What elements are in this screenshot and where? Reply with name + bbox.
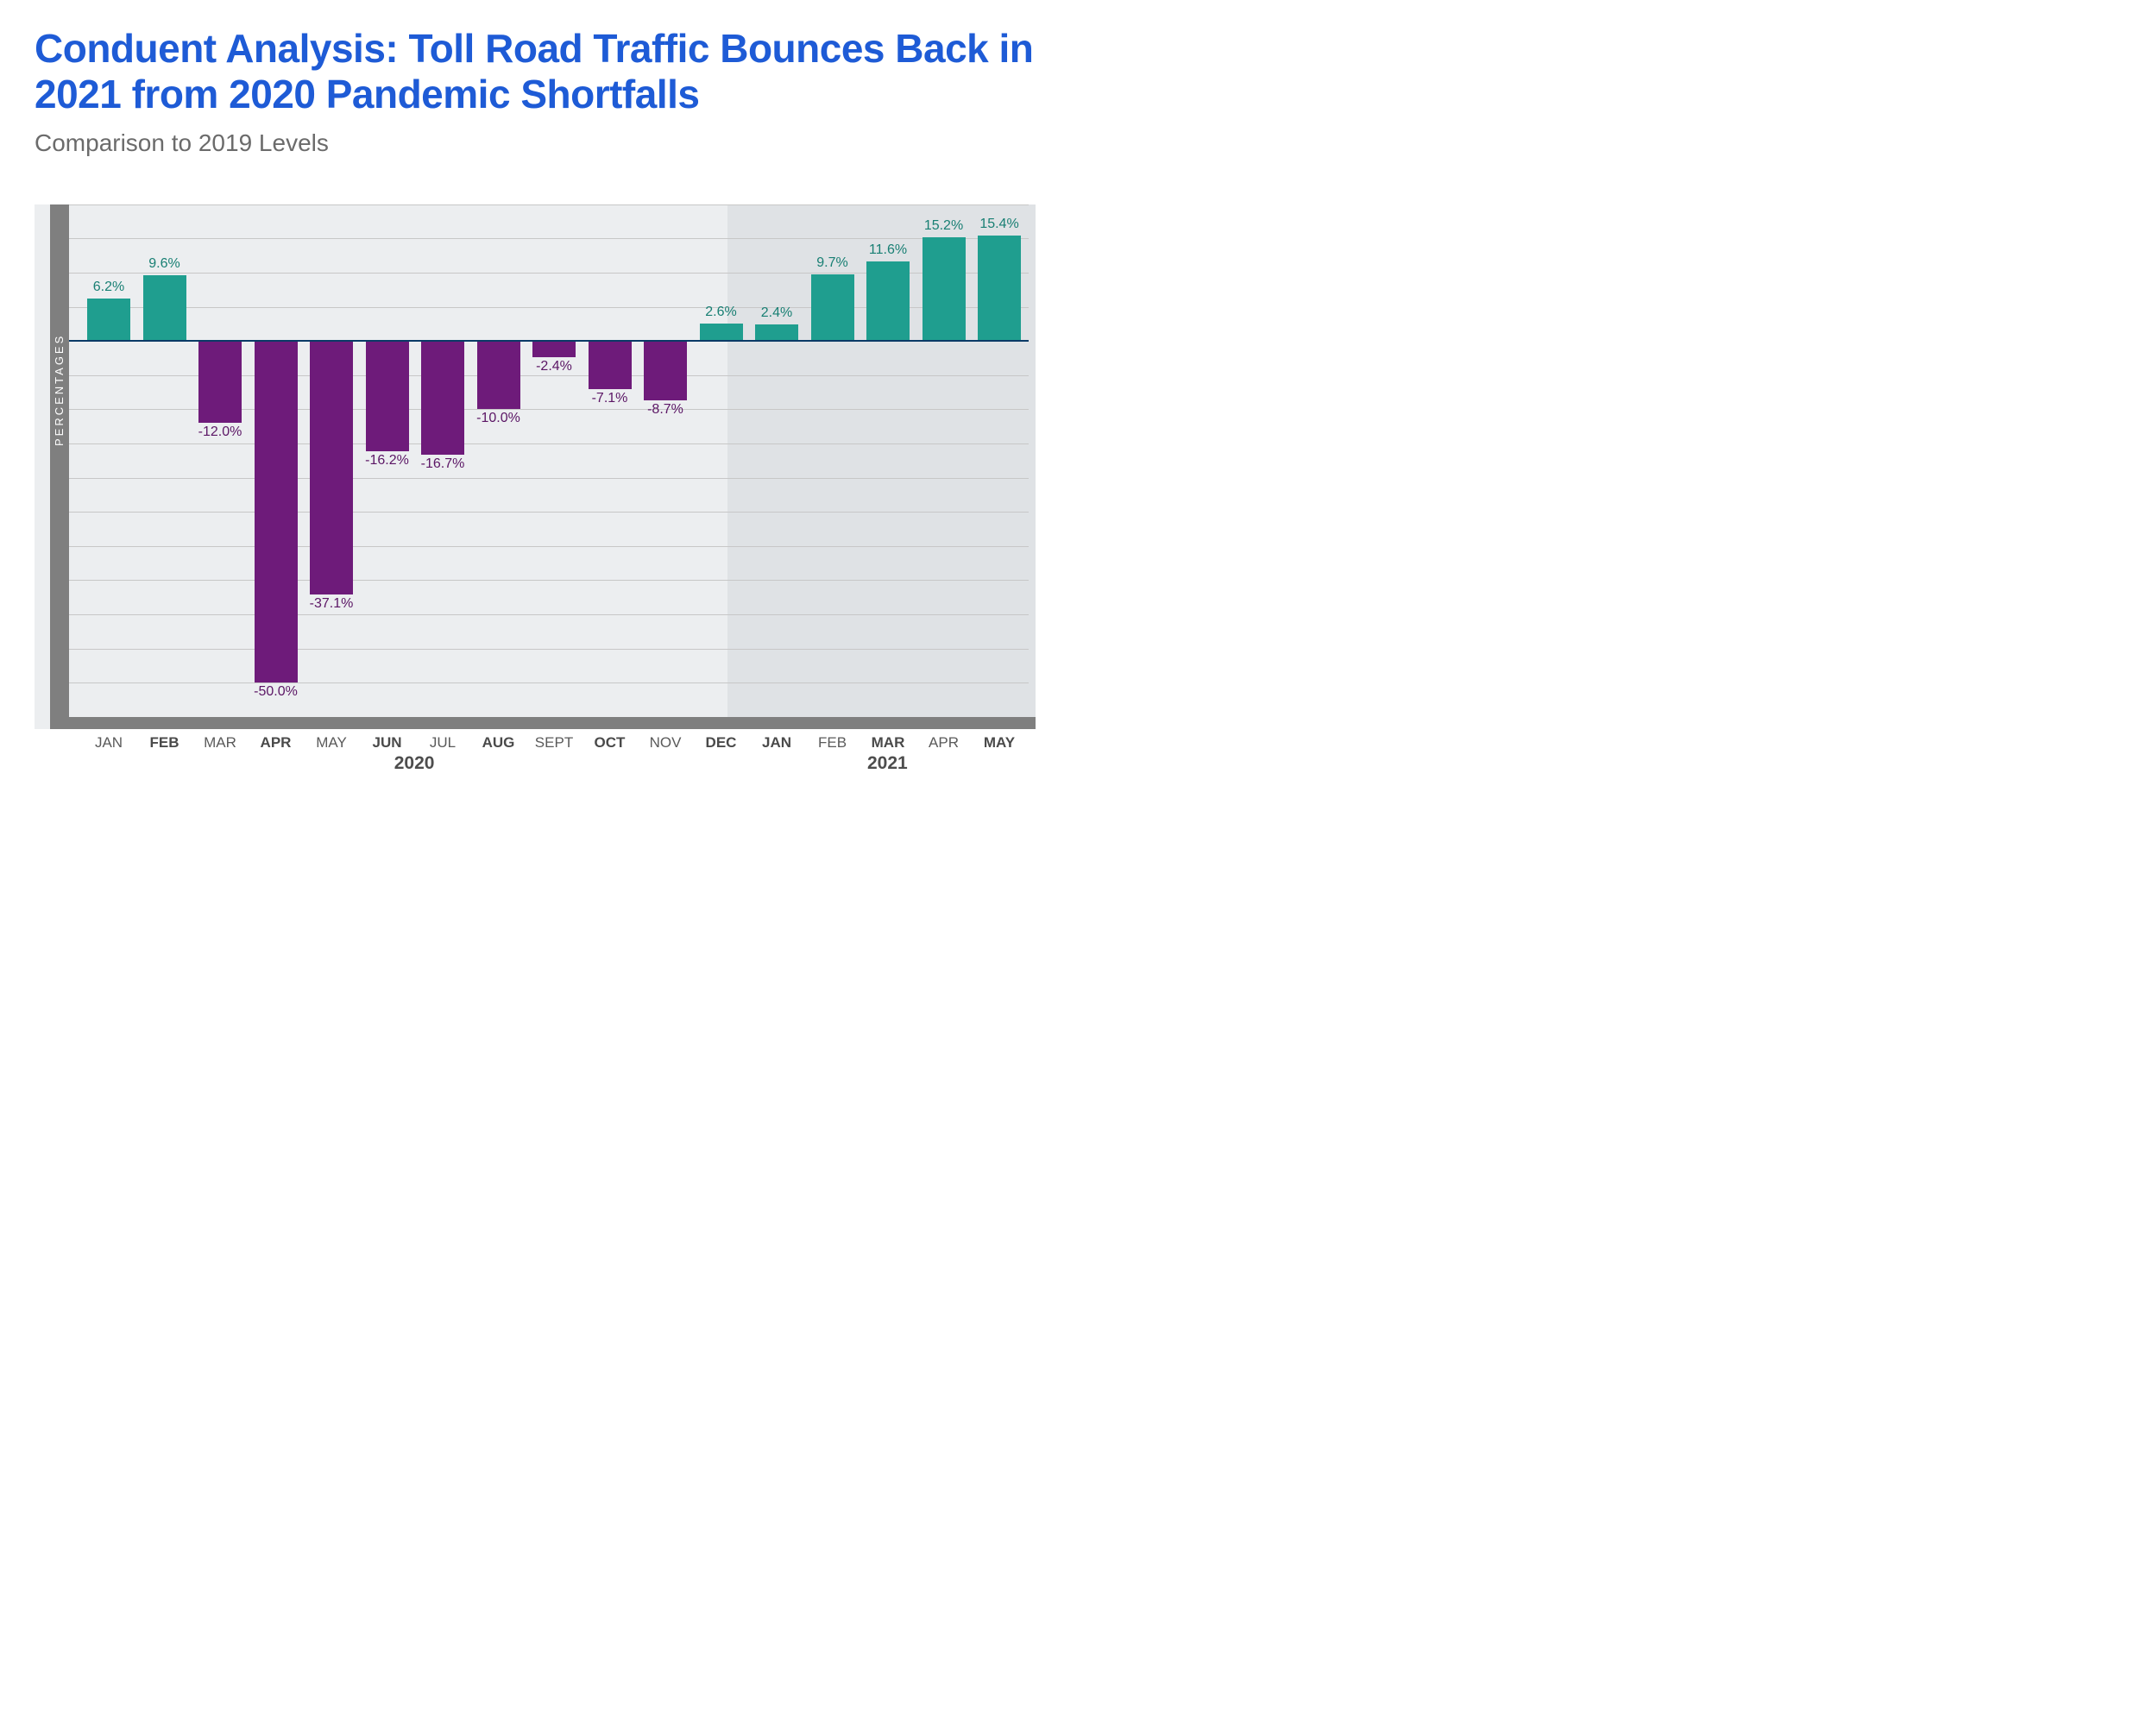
month-label: JAN bbox=[81, 734, 136, 752]
bar-value-label: 2.4% bbox=[742, 305, 811, 321]
bar bbox=[143, 275, 186, 341]
bar-value-label: 11.6% bbox=[853, 242, 923, 258]
bar bbox=[700, 324, 743, 342]
month-label: DEC bbox=[694, 734, 749, 752]
bars-container: 6.2%9.6%-12.0%-50.0%-37.1%-16.2%-16.7%-1… bbox=[82, 204, 1029, 717]
bar bbox=[421, 341, 464, 455]
bar bbox=[198, 341, 242, 423]
zero-baseline bbox=[69, 340, 1029, 342]
chart-title: Conduent Analysis: Toll Road Traffic Bou… bbox=[35, 26, 1036, 117]
bar bbox=[811, 274, 854, 341]
month-label: MAY bbox=[972, 734, 1027, 752]
month-label: JUL bbox=[415, 734, 470, 752]
bar bbox=[644, 341, 687, 400]
y-axis bbox=[50, 204, 69, 729]
month-label: OCT bbox=[582, 734, 638, 752]
month-label: FEB bbox=[805, 734, 860, 752]
month-label: SEPT bbox=[526, 734, 582, 752]
month-label: NOV bbox=[638, 734, 693, 752]
month-label: APR bbox=[916, 734, 972, 752]
bar-value-label: 15.4% bbox=[965, 217, 1034, 232]
month-label: MAY bbox=[304, 734, 359, 752]
bar-value-label: -8.7% bbox=[631, 402, 700, 418]
bar bbox=[866, 261, 910, 341]
month-labels: JANFEBMARAPRMAYJUNJULAUGSEPTOCTNOVDECJAN… bbox=[82, 734, 1029, 769]
bar bbox=[477, 341, 520, 409]
month-label: FEB bbox=[137, 734, 192, 752]
y-axis-label: PERCENTAGES bbox=[53, 334, 66, 446]
x-axis bbox=[50, 717, 1036, 729]
bar-value-label: 9.6% bbox=[130, 256, 199, 272]
chart-area: 6.2%9.6%-12.0%-50.0%-37.1%-16.2%-16.7%-1… bbox=[35, 204, 1036, 765]
bar bbox=[589, 341, 632, 389]
bar bbox=[87, 299, 130, 341]
bar bbox=[366, 341, 409, 451]
month-label: JUN bbox=[360, 734, 415, 752]
chart-page: Conduent Analysis: Toll Road Traffic Bou… bbox=[0, 0, 1070, 800]
bar bbox=[255, 341, 298, 682]
bar-value-label: -16.7% bbox=[408, 456, 477, 472]
bar-value-label: -50.0% bbox=[242, 684, 311, 700]
month-label: MAR bbox=[860, 734, 916, 752]
bar-value-label: -37.1% bbox=[297, 596, 366, 612]
bar bbox=[978, 236, 1021, 341]
year-label: 2021 bbox=[867, 753, 908, 774]
year-label: 2020 bbox=[394, 753, 435, 774]
month-label: MAR bbox=[192, 734, 248, 752]
bar-value-label: -10.0% bbox=[464, 411, 533, 426]
month-label: APR bbox=[249, 734, 304, 752]
bar-value-label: -2.4% bbox=[520, 359, 589, 374]
bar-value-label: 6.2% bbox=[74, 280, 143, 295]
bar bbox=[755, 324, 798, 341]
bar bbox=[310, 341, 353, 594]
month-label: AUG bbox=[471, 734, 526, 752]
bar bbox=[923, 237, 966, 341]
bar-value-label: -12.0% bbox=[186, 425, 255, 440]
month-label: JAN bbox=[749, 734, 804, 752]
bar bbox=[532, 341, 576, 357]
chart-subtitle: Comparison to 2019 Levels bbox=[35, 129, 1036, 157]
